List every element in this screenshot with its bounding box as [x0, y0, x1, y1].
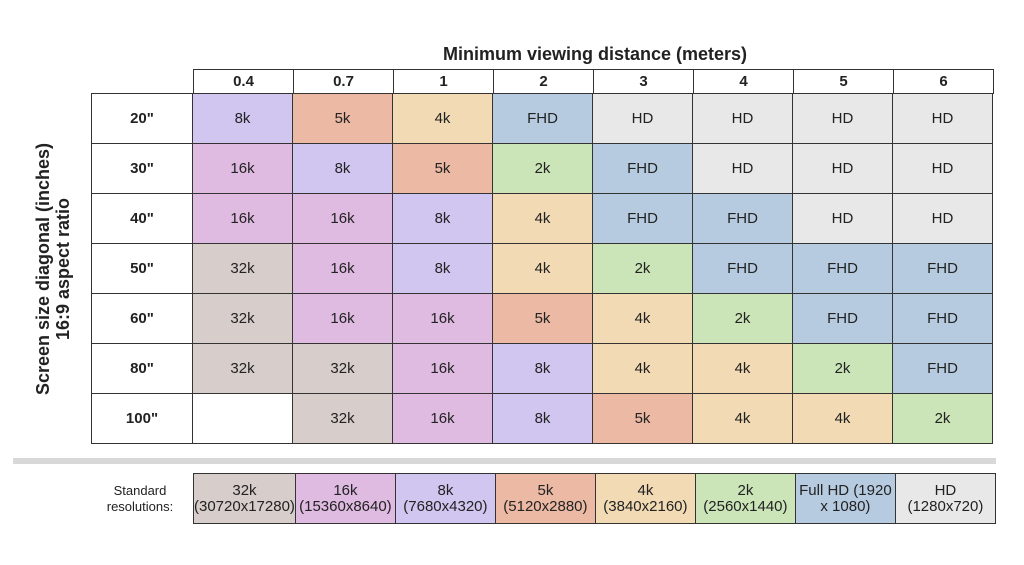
legend-entry: 16k (15360x8640)	[294, 473, 396, 524]
table-cell: 16k	[292, 193, 393, 244]
table-cell: HD	[892, 143, 993, 194]
row-header: 20"	[91, 93, 193, 144]
row-header: 30"	[91, 143, 193, 194]
table-cell: 4k	[592, 343, 693, 394]
column-header: 1	[393, 69, 494, 94]
table-cell: 32k	[192, 343, 293, 394]
table-cell: 4k	[492, 243, 593, 294]
row-header: 60"	[91, 293, 193, 344]
table-cell: 16k	[192, 143, 293, 194]
column-header: 2	[493, 69, 594, 94]
table-cell: 16k	[392, 393, 493, 444]
legend-entry: Full HD (1920 x 1080)	[794, 473, 896, 524]
table-cell: 2k	[892, 393, 993, 444]
column-header: 6	[893, 69, 994, 94]
table-cell: 8k	[392, 193, 493, 244]
table-cell: HD	[592, 93, 693, 144]
legend-entry: 8k (7680x4320)	[394, 473, 496, 524]
table-cell: FHD	[892, 343, 993, 394]
table-cell	[192, 393, 293, 444]
table-cell: 8k	[392, 243, 493, 294]
table-cell: 2k	[692, 293, 793, 344]
legend-entry: 5k (5120x2880)	[494, 473, 596, 524]
table-row: 40" 16k 16k 8k 4k FHD FHD HD HD	[91, 193, 993, 244]
table-cell: HD	[792, 193, 893, 244]
row-header: 40"	[91, 193, 193, 244]
table-cell: FHD	[792, 243, 893, 294]
table-cell: 2k	[792, 343, 893, 394]
table-cell: 4k	[692, 343, 793, 394]
y-axis-title-line2: 16:9 aspect ratio	[53, 197, 73, 341]
table-row: 60" 32k 16k 16k 5k 4k 2k FHD FHD	[91, 293, 993, 344]
table-cell: 5k	[392, 143, 493, 194]
legend: 32k (30720x17280) 16k (15360x8640) 8k (768…	[193, 473, 996, 524]
table-cell: HD	[892, 193, 993, 244]
table-cell: FHD	[892, 243, 993, 294]
table-cell: 4k	[492, 193, 593, 244]
table-cell: 16k	[192, 193, 293, 244]
table-cell: 32k	[292, 343, 393, 394]
table-cell: HD	[692, 93, 793, 144]
column-header: 4	[693, 69, 794, 94]
table-cell: 8k	[292, 143, 393, 194]
table-cell: 16k	[392, 293, 493, 344]
table-cell: 16k	[292, 293, 393, 344]
table-row: 80" 32k 32k 16k 8k 4k 4k 2k FHD	[91, 343, 993, 394]
table-cell: 5k	[492, 293, 593, 344]
resolution-table: 20" 8k 5k 4k FHD HD HD HD HD 30" 16k 8k 5k 2k FHD HD HD H…	[91, 93, 993, 444]
table-cell: 16k	[292, 243, 393, 294]
y-axis-title-line1: Screen size diagonal (inches)	[33, 142, 53, 396]
table-cell: 5k	[592, 393, 693, 444]
row-header: 80"	[91, 343, 193, 394]
table-cell: FHD	[892, 293, 993, 344]
table-cell: 2k	[492, 143, 593, 194]
table-cell: FHD	[492, 93, 593, 144]
table-cell: 4k	[792, 393, 893, 444]
table-row: 100" 32k 16k 8k 5k 4k 4k 2k	[91, 393, 993, 444]
legend-label: Standard resolutions:	[106, 483, 174, 514]
table-cell: 8k	[492, 343, 593, 394]
row-header: 100"	[91, 393, 193, 444]
legend-entry: 32k (30720x17280)	[193, 473, 296, 524]
table-cell: HD	[892, 93, 993, 144]
column-header: 0.7	[293, 69, 394, 94]
table-cell: FHD	[692, 193, 793, 244]
table-cell: HD	[792, 93, 893, 144]
table-cell: 16k	[392, 343, 493, 394]
table-row: 50" 32k 16k 8k 4k 2k FHD FHD FHD	[91, 243, 993, 294]
y-axis-title: Screen size diagonal (inches) 16:9 aspec…	[33, 90, 73, 448]
row-header: 50"	[91, 243, 193, 294]
table-cell: FHD	[592, 193, 693, 244]
column-header: 3	[593, 69, 694, 94]
table-cell: 8k	[192, 93, 293, 144]
table-cell: HD	[692, 143, 793, 194]
table-cell: 32k	[192, 243, 293, 294]
table-cell: 32k	[292, 393, 393, 444]
legend-entry: 4k (3840x2160)	[594, 473, 696, 524]
table-cell: FHD	[592, 143, 693, 194]
table-cell: 32k	[192, 293, 293, 344]
divider	[13, 458, 996, 464]
x-axis-title: Minimum viewing distance (meters)	[442, 44, 748, 64]
table-cell: FHD	[692, 243, 793, 294]
legend-entry: HD (1280x720)	[894, 473, 996, 524]
column-header-row: 0.4 0.7 1 2 3 4 5 6	[193, 69, 994, 94]
table-row: 30" 16k 8k 5k 2k FHD HD HD HD	[91, 143, 993, 194]
table-row: 20" 8k 5k 4k FHD HD HD HD HD	[91, 93, 993, 144]
table-cell: 4k	[692, 393, 793, 444]
table-cell: HD	[792, 143, 893, 194]
table-cell: 4k	[392, 93, 493, 144]
column-header: 5	[793, 69, 894, 94]
table-cell: 2k	[592, 243, 693, 294]
table-cell: 5k	[292, 93, 393, 144]
table-cell: 8k	[492, 393, 593, 444]
table-cell: FHD	[792, 293, 893, 344]
column-header: 0.4	[193, 69, 294, 94]
table-cell: 4k	[592, 293, 693, 344]
legend-entry: 2k (2560x1440)	[694, 473, 796, 524]
